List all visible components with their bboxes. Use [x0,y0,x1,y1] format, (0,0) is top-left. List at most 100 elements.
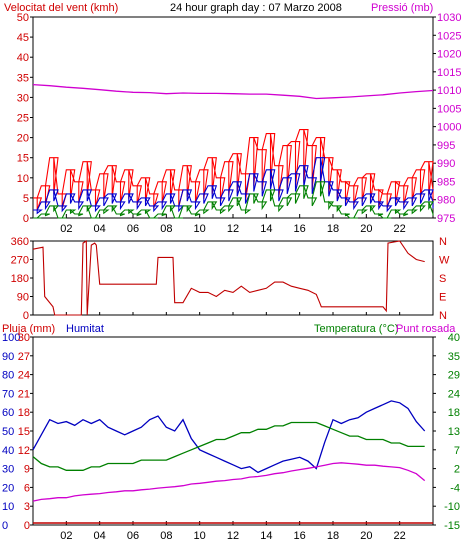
humidity-ytick-label: 80 [2,370,14,382]
pressure-ytick-label: 1005 [437,103,461,115]
rain-ytick-label: 3 [24,501,30,513]
rain-axis-title: Pluja (mm) [2,323,56,335]
direction-ytick-label: 360 [11,236,29,248]
pressure-ytick-label: 980 [437,195,455,207]
wind-chart-xtick-label: 18 [327,223,339,235]
pressure-ytick-label: 990 [437,158,455,170]
dewpoint-line [32,462,426,502]
rain-ytick-label: 15 [18,426,30,438]
wind-ytick-label: 45 [17,32,29,44]
climate-chart-xtick-label: 16 [294,530,306,542]
wind-chart-xtick-label: 12 [227,223,239,235]
wind-chart-xtick-label: 20 [360,223,372,235]
climate-chart-xtick-label: 22 [394,530,406,542]
wind-chart-xtick-label: 14 [260,223,272,235]
chart-title: 24 hour graph day : 07 Marzo 2008 [170,2,342,14]
temperature-ytick-label: -10 [444,501,460,513]
pressure-axis-title: Pressió (mb) [371,2,434,14]
panel-frame-2 [32,240,434,316]
humidity-ytick-label: 0 [2,520,8,532]
wind-ytick-label: 5 [23,193,29,205]
rain-ytick-label: 21 [18,388,30,400]
temperature-ytick-label: 29 [448,370,460,382]
temperature-axis-title: Temperatura (°C) [314,323,399,335]
humidity-ytick-label: 10 [2,501,14,513]
wind-chart-xtick-label: 10 [194,223,206,235]
pressure-ytick-label: 985 [437,176,455,188]
humidity-ytick-label: 100 [2,332,20,344]
pressure-line [32,83,434,100]
pressure-ytick-label: 975 [437,213,455,225]
rain-ytick-label: 30 [18,332,30,344]
climate-chart-xtick-label: 08 [160,530,172,542]
temperature-ytick-label: 2 [454,464,460,476]
wind-chart-xtick-label: 22 [394,223,406,235]
humidity-ytick-label: 90 [2,351,14,363]
temperature-ytick-label: 13 [448,426,460,438]
panel-frame-3 [32,336,434,526]
wind-ytick-label: 50 [17,12,29,24]
wind-direction-line [32,240,425,316]
wind-avg-line [33,157,434,215]
pressure-ytick-label: 1020 [437,49,461,61]
climate-chart-xtick-label: 04 [94,530,106,542]
temperature-ytick-label: -4 [450,482,460,494]
dewpoint-axis-title: Punt rosada [396,323,456,335]
temperature-ytick-label: 18 [448,407,460,419]
wind-ytick-label: 40 [17,52,29,64]
temperature-ytick-label: -15 [444,520,460,532]
direction-ytick-label: 180 [11,273,29,285]
climate-chart-xtick-label: 12 [227,530,239,542]
climate-chart-xtick-label: 02 [60,530,72,542]
pressure-ytick-label: 1010 [437,85,461,97]
wind-chart-xtick-label: 04 [94,223,106,235]
pressure-ytick-label: 1000 [437,122,461,134]
pressure-ytick-label: 995 [437,140,455,152]
compass-label: N [439,236,447,248]
humidity-ytick-label: 20 [2,482,14,494]
wind-ytick-label: 10 [17,173,29,185]
rain-ytick-label: 27 [18,351,30,363]
temperature-ytick-label: 7 [454,445,460,457]
climate-chart-xtick-label: 10 [194,530,206,542]
compass-label: E [439,292,446,304]
wind-chart-xtick-label: 16 [294,223,306,235]
rain-ytick-label: 6 [24,482,30,494]
wind-min-line [33,181,435,219]
wind-speed-axis-title: Velocitat del vent (kmh) [4,2,119,14]
climate-chart-xtick-label: 18 [327,530,339,542]
wind-ytick-label: 20 [17,133,29,145]
direction-ytick-label: 90 [17,292,29,304]
humidity-ytick-label: 30 [2,464,14,476]
compass-label: S [439,273,446,285]
direction-ytick-label: 270 [11,255,29,267]
wind-chart-xtick-label: 08 [160,223,172,235]
compass-label: W [439,255,450,267]
rain-ytick-label: 24 [18,370,30,382]
climate-chart-xtick-label: 14 [260,530,272,542]
direction-ytick-label: 0 [23,310,29,322]
wind-chart-xtick-label: 06 [127,223,139,235]
pressure-ytick-label: 1025 [437,30,461,42]
wind-ytick-label: 35 [17,72,29,84]
rain-ytick-label: 18 [18,407,30,419]
humidity-ytick-label: 50 [2,426,14,438]
rain-ytick-label: 12 [18,445,30,457]
humidity-ytick-label: 70 [2,388,14,400]
humidity-ytick-label: 40 [2,445,14,457]
pressure-ytick-label: 1030 [437,12,461,24]
humidity-ytick-label: 60 [2,407,14,419]
climate-chart-xtick-label: 06 [127,530,139,542]
wind-ytick-label: 30 [17,92,29,104]
compass-label: N [439,310,447,322]
wind-ytick-label: 15 [17,153,29,165]
temperature-ytick-label: 40 [448,332,460,344]
rain-ytick-label: 9 [24,464,30,476]
wind-gust-line [33,129,434,211]
temperature-line [32,421,425,471]
rain-ytick-label: 0 [24,520,30,532]
humidity-axis-title: Humitat [66,323,104,335]
wind-chart-xtick-label: 02 [60,223,72,235]
